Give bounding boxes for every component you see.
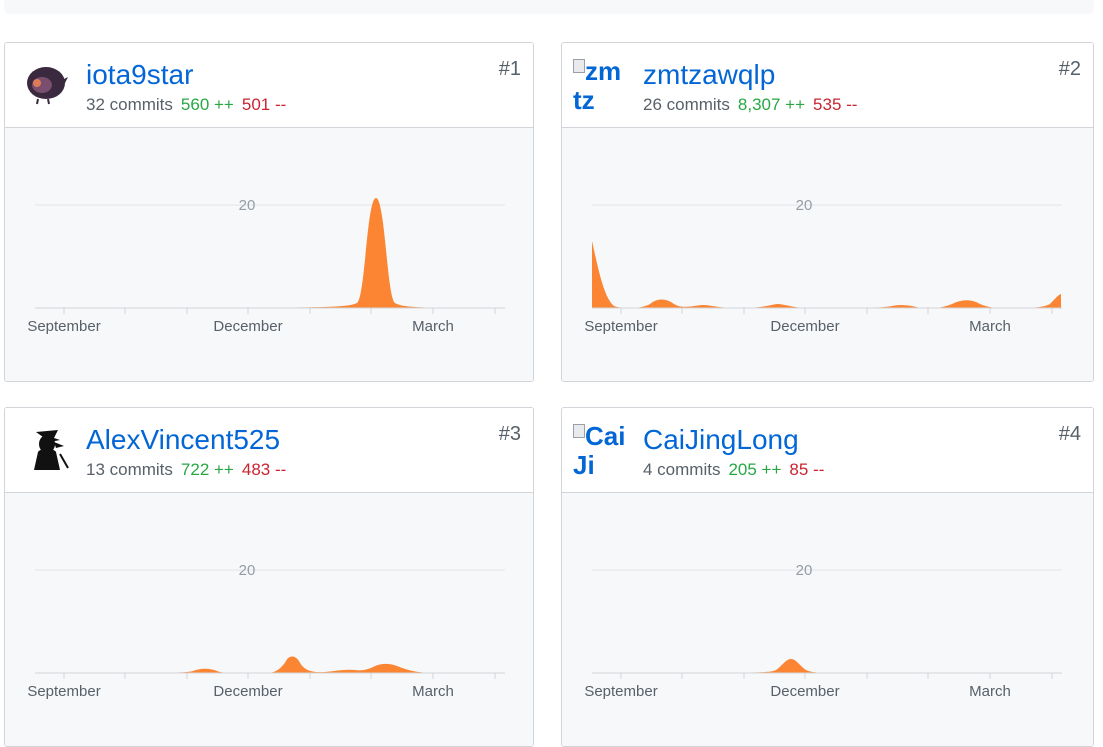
x-tick-label: December [213, 318, 282, 335]
deletions: 535 -- [813, 95, 858, 114]
x-ticks [63, 673, 496, 679]
avatar[interactable] [24, 59, 70, 105]
contributor-card: zmtz zmtzawqlp 26 commits 8,307 ++ 535 -- … [561, 42, 1094, 382]
commit-count: 13 commits [86, 460, 173, 479]
rank: #3 [498, 423, 521, 445]
contributor-stats: 26 commits 8,307 ++ 535 -- [643, 94, 857, 116]
y-tick-label: 20 [796, 562, 813, 579]
contributor-stats: 13 commits 722 ++ 483 -- [86, 459, 286, 481]
chart-area-shape [592, 241, 1061, 309]
chart-svg: 20 September December March [584, 197, 1062, 335]
x-tick-label: March [412, 683, 454, 700]
x-tick-label: September [584, 683, 657, 700]
contribution-chart: 20 September December March [5, 128, 533, 381]
additions: 560 ++ [180, 95, 234, 114]
x-tick-label: March [969, 683, 1011, 700]
x-tick-label: December [213, 683, 282, 700]
commit-count: 4 commits [643, 460, 721, 479]
contributor-header: zmtz zmtzawqlp 26 commits 8,307 ++ 535 -- … [562, 43, 1093, 128]
chart-area-shape [35, 656, 505, 674]
bird-avatar-icon [27, 67, 68, 105]
contributor-header: AlexVincent525 13 commits 722 ++ 483 -- #3 [5, 408, 533, 493]
avatar[interactable]: zmtz [573, 57, 629, 117]
x-tick-label: March [969, 318, 1011, 335]
x-tick-label: March [412, 318, 454, 335]
additions: 722 ++ [180, 460, 234, 479]
x-tick-label: December [770, 683, 839, 700]
contributor-card: AlexVincent525 13 commits 722 ++ 483 -- #3… [4, 407, 534, 747]
rank: #2 [1058, 58, 1081, 80]
x-tick-label: September [27, 683, 100, 700]
x-ticks [620, 673, 1053, 679]
x-tick-label: December [770, 318, 839, 335]
deletions: 483 -- [241, 460, 287, 479]
contributor-card: iota9star 32 commits 560 ++ 501 -- #1 20 S… [4, 42, 534, 382]
commit-count: 26 commits [643, 95, 730, 114]
avatar[interactable]: CaiJi [573, 422, 629, 482]
additions: 205 ++ [728, 460, 782, 479]
rank: #4 [1058, 423, 1081, 445]
deletions: 501 -- [241, 95, 287, 114]
x-tick-label: September [27, 318, 100, 335]
avatar-alt-text: zmtz [573, 57, 622, 115]
contributor-username[interactable]: iota9star [86, 59, 194, 90]
contribution-chart: 20 September December March [562, 128, 1093, 381]
contributor-card: CaiJi CaiJingLong 4 commits 205 ++ 85 -- #… [561, 407, 1094, 747]
y-tick-label: 20 [796, 197, 813, 214]
contributor-stats: 32 commits 560 ++ 501 -- [86, 94, 286, 116]
contributor-header: iota9star 32 commits 560 ++ 501 -- #1 [5, 43, 533, 128]
chart-svg: 20 September December March [27, 562, 505, 700]
x-ticks [63, 308, 496, 314]
rank: #1 [498, 58, 521, 80]
broken-image-icon [573, 59, 585, 73]
chart-area-shape [35, 198, 505, 308]
broken-image-icon [573, 424, 585, 438]
chart-svg: 20 September December March [27, 197, 505, 335]
avatar-alt-text: CaiJi [573, 422, 626, 480]
contributor-username[interactable]: CaiJingLong [643, 424, 799, 455]
top-bar [4, 0, 1094, 14]
y-tick-label: 20 [239, 197, 256, 214]
contribution-chart: 20 September December March [5, 493, 533, 746]
contributor-username[interactable]: AlexVincent525 [86, 424, 281, 455]
contributor-header: CaiJi CaiJingLong 4 commits 205 ++ 85 -- #… [562, 408, 1093, 493]
deletions: 85 -- [789, 460, 825, 479]
chart-svg: 20 September December March [584, 562, 1062, 700]
avatar[interactable] [24, 424, 70, 470]
x-tick-label: September [584, 318, 657, 335]
commit-count: 32 commits [86, 95, 173, 114]
contribution-chart: 20 September December March [562, 493, 1093, 746]
contributor-stats: 4 commits 205 ++ 85 -- [643, 459, 824, 481]
y-tick-label: 20 [239, 562, 256, 579]
character-avatar-icon [24, 424, 70, 470]
additions: 8,307 ++ [737, 95, 806, 114]
chart-area-shape [592, 659, 1062, 673]
x-ticks [620, 308, 1053, 314]
contributor-username[interactable]: zmtzawqlp [643, 59, 776, 90]
